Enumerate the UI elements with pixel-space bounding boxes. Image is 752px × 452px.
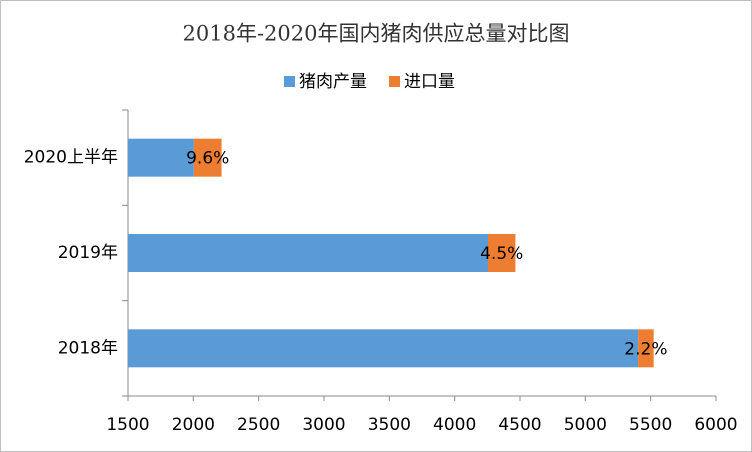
chart-title: 2018年-2020年国内猪肉供应总量对比图 (183, 22, 570, 46)
bar-segment (638, 329, 654, 368)
legend-label: 猪肉产量 (299, 72, 367, 92)
x-tick-label: 1500 (106, 415, 149, 435)
legend-swatch (389, 76, 400, 87)
x-tick-label: 6000 (694, 415, 737, 435)
bar-segment (128, 329, 639, 368)
x-tick-label: 2500 (237, 415, 280, 435)
x-tick-label: 4000 (433, 415, 476, 435)
y-tick-label: 2018年 (58, 338, 118, 358)
y-tick-label: 2020上半年 (24, 148, 118, 168)
y-tick-label: 2019年 (58, 243, 118, 263)
x-tick-label: 5000 (564, 415, 607, 435)
x-tick-label: 3000 (302, 415, 345, 435)
bar-segment (128, 138, 194, 177)
bar-annotation: 2.2% (624, 339, 667, 359)
legend-label: 进口量 (404, 72, 455, 92)
x-tick-label: 4500 (498, 415, 541, 435)
legend-swatch (284, 76, 295, 87)
bar-annotation: 9.6% (186, 149, 229, 169)
bar-annotation: 4.5% (480, 244, 523, 264)
x-tick-label: 3500 (368, 415, 411, 435)
bar-segment (128, 234, 488, 272)
bar-segment (487, 234, 516, 272)
bar-segment (193, 138, 222, 177)
x-tick-label: 5500 (629, 415, 672, 435)
x-tick-label: 2000 (172, 415, 215, 435)
